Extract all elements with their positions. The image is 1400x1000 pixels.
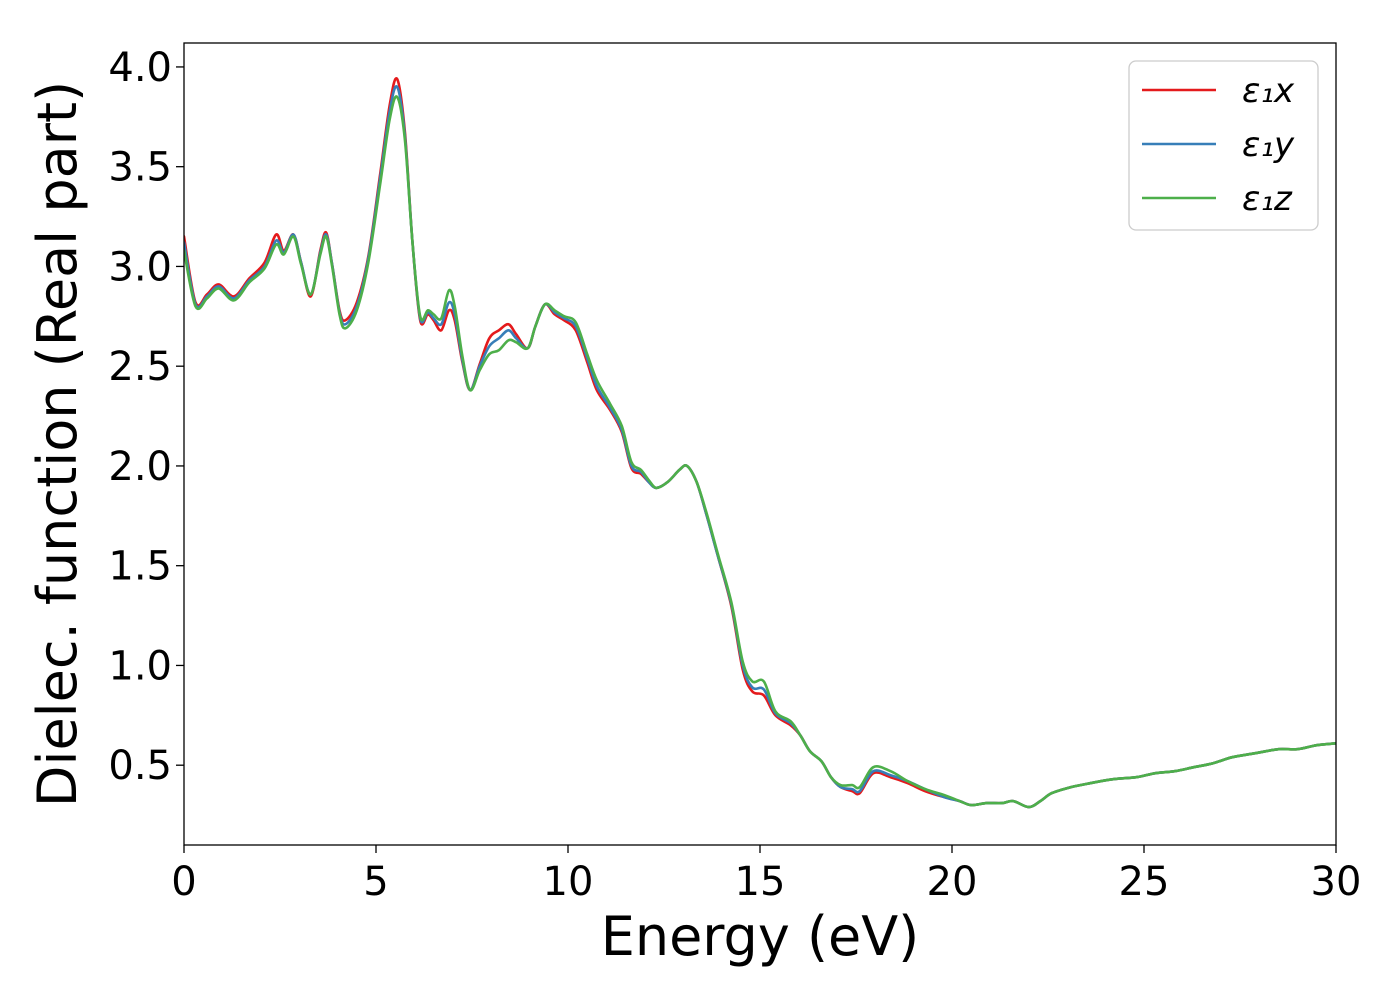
y-tick-label: 2.5: [108, 344, 172, 390]
x-tick-label: 20: [927, 859, 978, 905]
y-tick-label: 3.5: [108, 145, 172, 191]
x-tick-label: 25: [1119, 859, 1170, 905]
x-tick-label: 10: [543, 859, 594, 905]
legend-entry-e1z-label: ε₁z: [1242, 179, 1293, 219]
y-axis-label: Dielec. function (Real part): [26, 81, 89, 807]
x-axis-label: Energy (eV): [601, 905, 920, 968]
y-tick-label: 3.0: [108, 244, 172, 290]
y-tick-label: 1.5: [108, 544, 172, 590]
y-axis-ticks: 0.5 1.0 1.5 2.0 2.5 3.0 3.5 4.0: [108, 45, 184, 789]
y-tick-label: 1.0: [108, 643, 172, 689]
series-layer: [184, 76, 1336, 809]
legend: ε₁x ε₁y ε₁z: [1128, 60, 1319, 231]
series-line-e1z: [184, 95, 1336, 809]
x-axis-ticks: 0 5 10 15 20 25 30: [171, 845, 1361, 905]
x-tick-label: 30: [1311, 859, 1362, 905]
x-tick-label: 0: [171, 859, 196, 905]
y-tick-label: 0.5: [108, 743, 172, 789]
x-tick-label: 15: [735, 859, 786, 905]
y-tick-label: 4.0: [108, 45, 172, 91]
legend-box: [1128, 60, 1319, 231]
x-tick-label: 5: [363, 859, 388, 905]
y-tick-label: 2.0: [108, 444, 172, 490]
legend-entry-e1x-label: ε₁x: [1242, 71, 1295, 111]
legend-entry-e1y-label: ε₁y: [1242, 125, 1295, 165]
